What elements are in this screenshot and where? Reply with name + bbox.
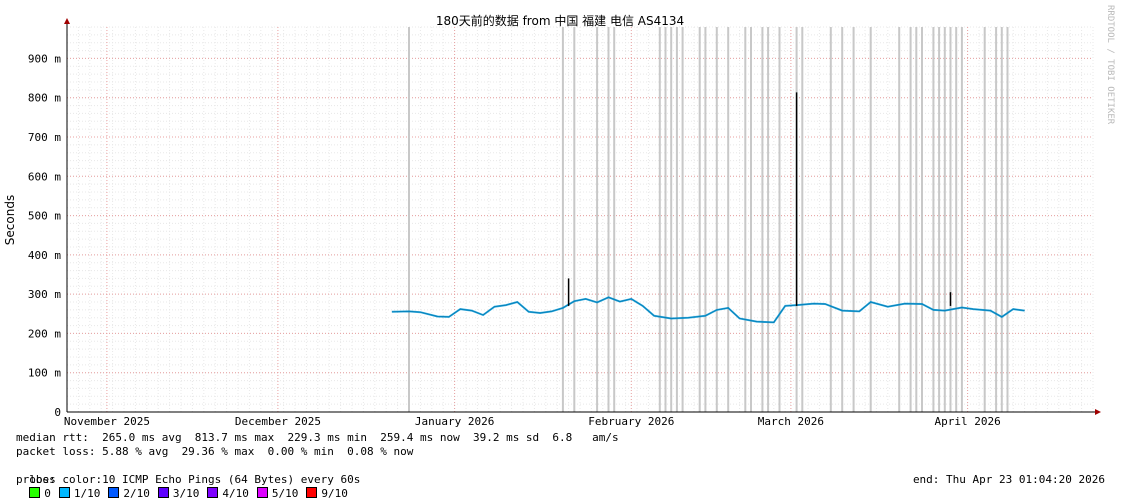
loss-marker [938,27,941,412]
loss-marker [613,27,616,412]
y-axis-arrow [64,18,70,24]
loss-color-label: loss color: [29,473,103,486]
median-rtt-stats: median rtt: 265.0 ms avg 813.7 ms max 22… [16,431,619,444]
loss-marker [829,27,832,412]
loss-marker [727,27,730,412]
x-tick-label: March 2026 [758,415,824,428]
loss-marker [675,27,678,412]
loss-color-swatch [306,487,318,498]
y-tick-label: 400 m [28,249,61,262]
y-tick-label: 100 m [28,367,61,380]
y-tick-label: 900 m [28,52,61,65]
y-tick-label: 0 [54,406,61,419]
loss-marker [1000,27,1003,412]
loss-marker [698,27,701,412]
median-rtt-line-shadow [391,296,1025,324]
loss-marker [670,27,673,412]
loss-marker [943,27,946,412]
loss-marker [744,27,747,412]
loss-marker [995,27,998,412]
loss-marker [607,27,610,412]
x-tick-label: February 2026 [588,415,674,428]
chart-title: 180天前的数据 from 中国 福建 电信 AS4134 [436,13,684,28]
loss-color-swatch [29,487,41,498]
loss-color-swatch [256,487,268,498]
loss-marker [761,27,764,412]
loss-marker [841,27,844,412]
loss-marker [852,27,855,412]
loss-marker [915,27,918,412]
loss-marker [909,27,912,412]
loss-marker [573,27,576,412]
probe-info: probe: 10 ICMP Echo Pings (64 Bytes) eve… [16,473,361,486]
loss-marker [801,27,804,412]
packet-loss-stats: packet loss: 5.88 % avg 29.36 % max 0.00… [16,445,414,458]
y-tick-label: 500 m [28,210,61,223]
smokeping-chart: 0 100 m 200 m 300 m 400 m 500 m 600 m 700 m 800 … [3,5,1115,428]
loss-marker [921,27,923,412]
loss-marker [898,27,901,412]
loss-marker [715,27,718,412]
x-tick-label: December 2025 [235,415,321,428]
loss-marker [408,27,410,412]
loss-marker [704,27,707,412]
x-tick-label: April 2026 [934,415,1000,428]
loss-marker [960,27,963,412]
y-axis-label: Seconds [3,195,17,245]
loss-marker [664,27,667,412]
end-time: end: Thu Apr 23 01:04:20 2026 [912,473,1105,486]
loss-marker [869,27,872,412]
loss-color-swatch [157,487,169,498]
y-tick-label: 800 m [28,92,61,105]
loss-marker [949,27,952,412]
loss-marker [767,27,770,412]
loss-markers [408,27,1009,412]
median-rtt-line [391,296,1025,324]
loss-marker [778,27,781,412]
loss-marker [750,27,752,412]
loss-marker [561,27,564,412]
loss-marker [658,27,661,412]
loss-marker [1006,27,1009,412]
loss-marker [596,27,599,412]
watermark: RRDTOOL / TOBI OETIKER [1105,5,1115,125]
series-layer [391,92,1025,324]
y-tick-label: 600 m [28,170,61,183]
loss-marker [983,27,986,412]
y-tick-label: 300 m [28,288,61,301]
loss-marker [681,27,684,412]
loss-color-swatch [207,487,219,498]
y-tick-label: 200 m [28,327,61,340]
y-tick-label: 700 m [28,131,61,144]
loss-marker [955,27,958,412]
x-tick-label: January 2026 [415,415,494,428]
loss-color-swatch [58,487,70,498]
x-axis-arrow [1095,409,1101,415]
x-tick-label: November 2025 [64,415,150,428]
loss-marker [932,27,935,412]
loss-color-swatch [108,487,120,498]
axes: 0 100 m 200 m 300 m 400 m 500 m 600 m 700 m 800 … [28,18,1101,428]
